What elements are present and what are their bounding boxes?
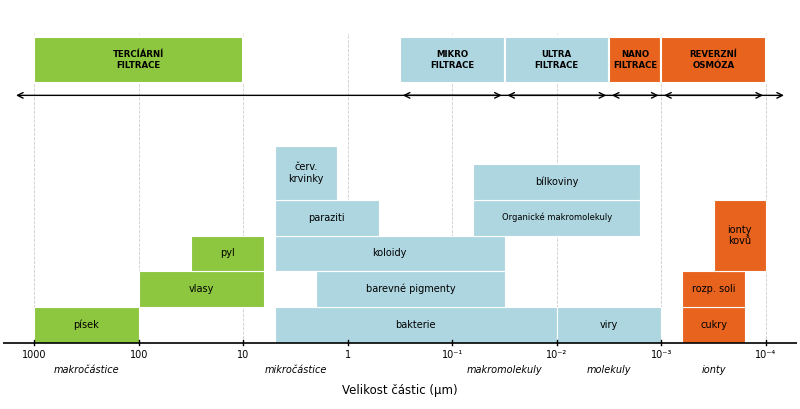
Text: koloidy: koloidy: [372, 248, 406, 258]
Bar: [682, 271, 745, 307]
Bar: [138, 271, 264, 307]
Text: 10⁻²: 10⁻²: [546, 350, 567, 360]
Bar: [473, 200, 641, 236]
Bar: [609, 37, 662, 83]
Text: REVERZNÍ
OSMÓZA: REVERZNÍ OSMÓZA: [690, 50, 738, 70]
Bar: [34, 37, 243, 83]
Text: ionty: ionty: [702, 366, 726, 375]
Text: bakterie: bakterie: [395, 320, 436, 330]
Bar: [316, 271, 505, 307]
Bar: [274, 146, 338, 200]
Text: MIKRO
FILTRACE: MIKRO FILTRACE: [430, 50, 474, 70]
Text: ULTRA
FILTRACE: ULTRA FILTRACE: [534, 50, 579, 70]
Bar: [662, 37, 766, 83]
Text: 10⁻³: 10⁻³: [650, 350, 672, 360]
Bar: [274, 307, 557, 342]
Text: vlasy: vlasy: [189, 284, 214, 294]
Bar: [191, 236, 264, 271]
Text: mikročástice: mikročástice: [264, 366, 326, 375]
Text: makromolekuly: makromolekuly: [466, 366, 542, 375]
Text: cukry: cukry: [700, 320, 727, 330]
Text: 10⁻¹: 10⁻¹: [442, 350, 463, 360]
Text: Organické makromolekuly: Organické makromolekuly: [502, 213, 612, 222]
Text: rozp. soli: rozp. soli: [692, 284, 735, 294]
Text: písek: písek: [74, 319, 99, 330]
Bar: [505, 37, 609, 83]
Text: TERCÍÁRNÍ
FILTRACE: TERCÍÁRNÍ FILTRACE: [113, 50, 164, 70]
Bar: [682, 307, 745, 342]
Text: 10: 10: [237, 350, 250, 360]
Text: 100: 100: [130, 350, 148, 360]
Bar: [400, 37, 505, 83]
Bar: [714, 200, 766, 271]
Text: viry: viry: [600, 320, 618, 330]
Text: NANO
FILTRACE: NANO FILTRACE: [613, 50, 658, 70]
Text: makročástice: makročástice: [54, 366, 119, 375]
Text: ionty
kovů: ionty kovů: [727, 225, 752, 246]
Text: červ.
krvinky: červ. krvinky: [288, 162, 324, 184]
Text: bílkoviny: bílkoviny: [535, 177, 578, 187]
Text: 1: 1: [345, 350, 350, 360]
Text: 1000: 1000: [22, 350, 46, 360]
Bar: [34, 307, 138, 342]
Text: barevné pigmenty: barevné pigmenty: [366, 284, 455, 294]
Text: 10⁻⁴: 10⁻⁴: [755, 350, 777, 360]
Bar: [274, 236, 505, 271]
Text: pyl: pyl: [220, 248, 235, 258]
Bar: [557, 307, 662, 342]
Text: molekuly: molekuly: [587, 366, 631, 375]
Text: Velikost částic (μm): Velikost částic (μm): [342, 384, 458, 397]
Bar: [473, 164, 641, 200]
Text: paraziti: paraziti: [309, 213, 345, 222]
Bar: [274, 200, 379, 236]
